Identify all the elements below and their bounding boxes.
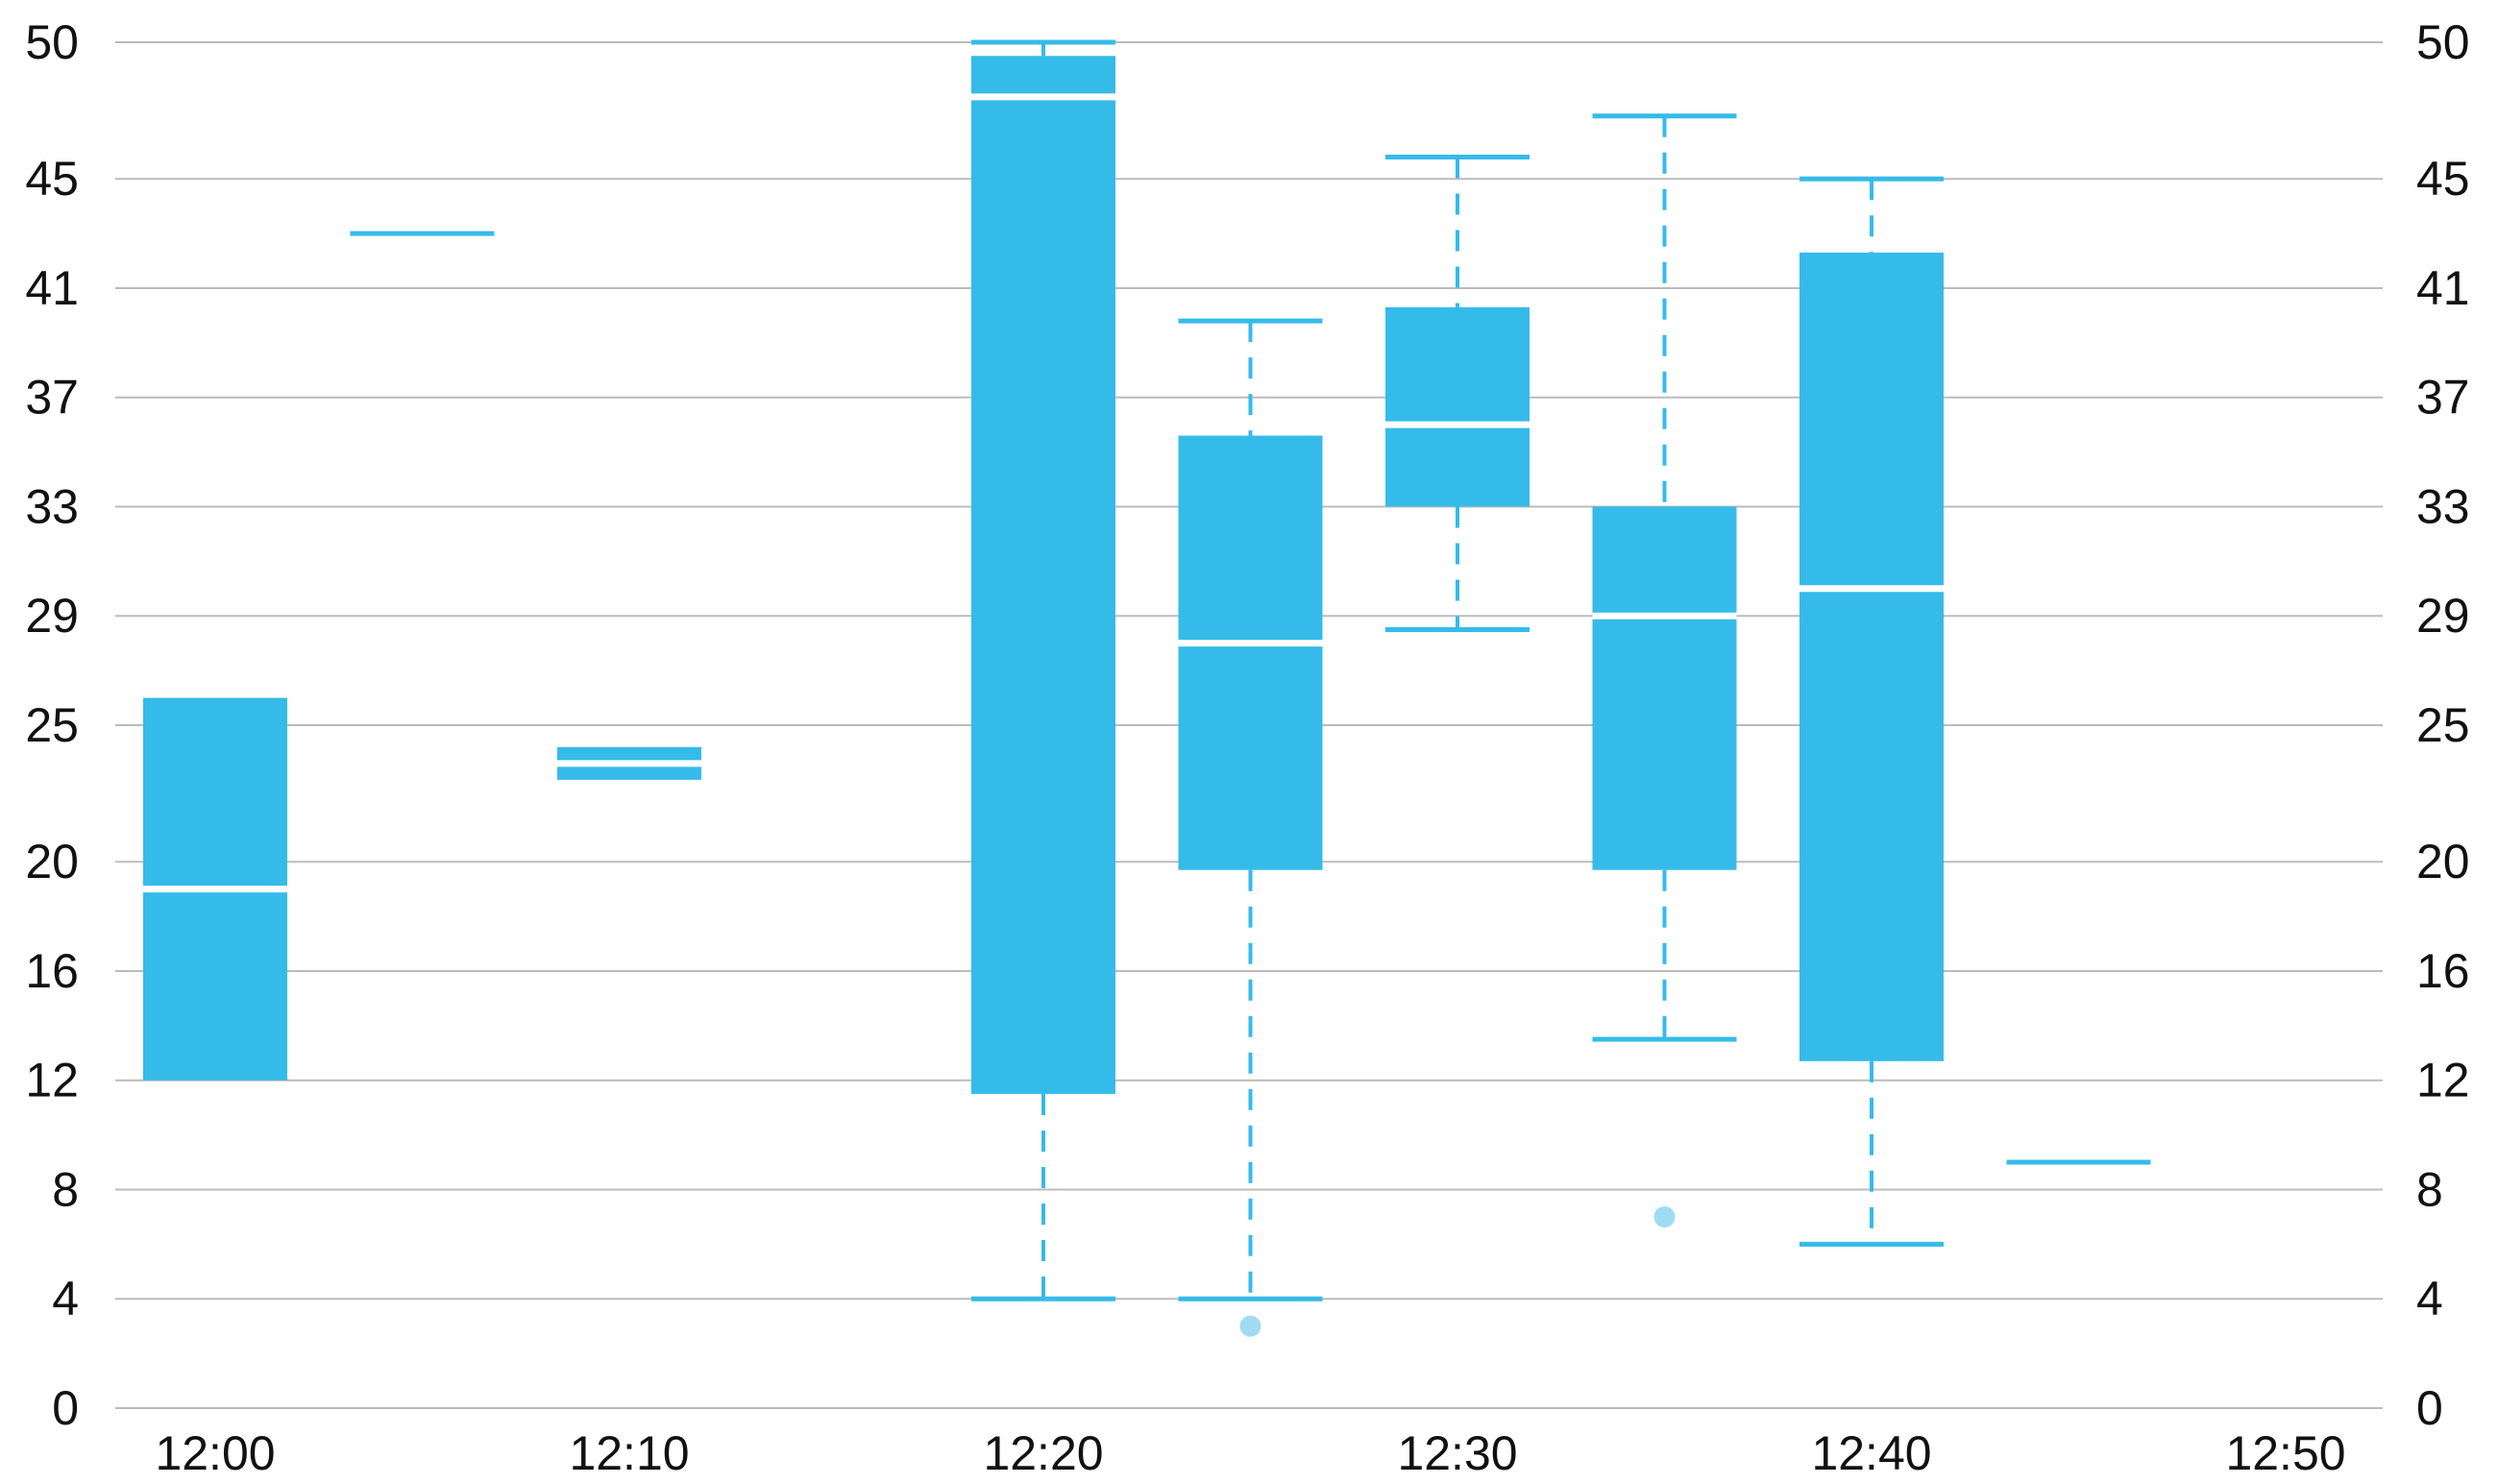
box-group (1592, 113, 1737, 1228)
box-group (557, 746, 701, 780)
y-tick-label-right: 45 (2416, 152, 2470, 206)
y-tick-label-left: 33 (25, 479, 79, 533)
y-tick-label-left: 29 (25, 589, 79, 643)
y-tick-label-left: 25 (25, 698, 79, 752)
x-tick-label: 12:50 (2225, 1426, 2345, 1479)
box-group (971, 39, 1115, 1302)
box-group (1799, 176, 1944, 1247)
x-tick-label: 12:30 (1397, 1426, 1517, 1479)
y-tick-label-right: 0 (2416, 1381, 2443, 1435)
outlier-point (1239, 1315, 1261, 1337)
y-tick-label-left: 8 (52, 1162, 79, 1216)
y-tick-label-right: 16 (2416, 944, 2470, 998)
y-tick-label-left: 20 (25, 835, 79, 888)
box-group (1178, 318, 1323, 1337)
outlier-point (1653, 1205, 1676, 1228)
y-tick-label-right: 8 (2416, 1162, 2443, 1216)
y-tick-label-left: 41 (25, 261, 79, 315)
y-tick-label-right: 33 (2416, 479, 2470, 533)
y-tick-label-left: 45 (25, 152, 79, 206)
box-body (971, 56, 1115, 1094)
y-tick-label-left: 4 (52, 1272, 79, 1326)
y-tick-label-right: 20 (2416, 835, 2470, 888)
label-layer: 0 0 4 4 8 8 12 12 16 16 20 20 25 25 29 29 33 33 37 37 41 41 45… (25, 15, 2470, 1480)
box-body (1385, 306, 1530, 507)
x-tick-label: 12:40 (1811, 1426, 1931, 1479)
y-tick-label-right: 25 (2416, 698, 2470, 752)
y-tick-label-right: 12 (2416, 1054, 2470, 1107)
y-tick-label-left: 0 (52, 1381, 79, 1435)
box-body (1799, 252, 1944, 1061)
box-group (143, 697, 287, 1081)
box-group (1385, 154, 1530, 632)
y-tick-label-right: 29 (2416, 589, 2470, 643)
box-body (1178, 435, 1323, 870)
y-tick-label-right: 4 (2416, 1272, 2443, 1326)
y-tick-label-right: 41 (2416, 261, 2470, 315)
box-layer (143, 39, 2151, 1337)
y-tick-label-left: 16 (25, 944, 79, 998)
y-tick-label-right: 37 (2416, 371, 2470, 425)
y-tick-label-left: 50 (25, 15, 79, 69)
x-tick-label: 12:10 (569, 1426, 689, 1479)
x-tick-label: 12:00 (155, 1426, 275, 1479)
x-tick-label: 12:20 (983, 1426, 1103, 1479)
y-tick-label-right: 50 (2416, 15, 2470, 69)
box-body (1592, 506, 1737, 870)
y-tick-label-left: 37 (25, 371, 79, 425)
y-tick-label-left: 12 (25, 1054, 79, 1107)
